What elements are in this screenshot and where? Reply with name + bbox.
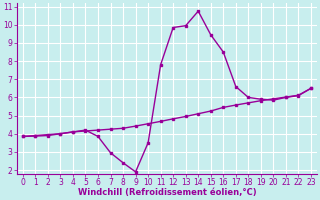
X-axis label: Windchill (Refroidissement éolien,°C): Windchill (Refroidissement éolien,°C): [77, 188, 256, 197]
